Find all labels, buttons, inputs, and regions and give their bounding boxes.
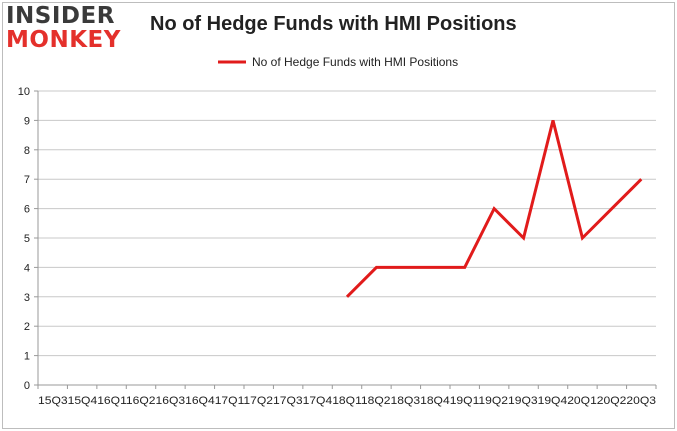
y-tick-label: 10 (18, 86, 30, 98)
y-tick-label: 3 (24, 292, 30, 304)
logo-line-2: MONKEY (6, 27, 121, 53)
y-tick-label: 8 (24, 145, 30, 157)
y-tick-label: 7 (24, 174, 30, 186)
logo-line-1: INSIDER (6, 3, 115, 29)
y-tick-label: 6 (24, 204, 30, 216)
insider-monkey-logo: INSIDER MONKEY (6, 4, 128, 54)
y-tick-label: 4 (24, 262, 30, 274)
y-tick-label: 9 (24, 115, 30, 127)
y-tick-label: 0 (24, 380, 30, 392)
y-tick-label: 2 (24, 321, 30, 333)
x-tick-labels: 15Q315Q416Q116Q216Q316Q417Q117Q217Q317Q4… (38, 395, 656, 407)
y-tick-label: 1 (24, 351, 30, 363)
chart-title: No of Hedge Funds with HMI Positions (150, 13, 517, 35)
y-tick-label: 5 (24, 233, 30, 245)
legend-label: No of Hedge Funds with HMI Positions (252, 55, 458, 69)
